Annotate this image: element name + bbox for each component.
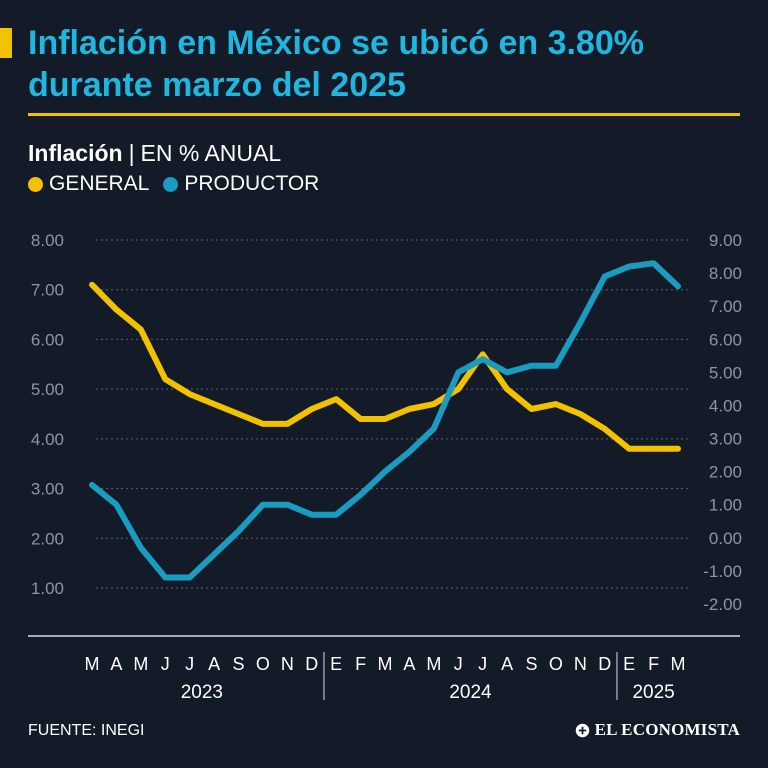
chart-subtitle: Inflación | EN % ANUAL <box>28 139 281 167</box>
logo-mark-icon <box>575 723 589 737</box>
x-year-label: 2023 <box>181 682 223 703</box>
x-year-label: 2024 <box>449 682 492 703</box>
y-right-tick-label: 0.00 <box>709 529 742 548</box>
subtitle-label: Inflación <box>28 140 123 166</box>
logo-text: EL ECONOMISTA <box>594 720 740 739</box>
x-year-label: 2025 <box>632 682 674 703</box>
x-month-label: O <box>256 654 270 674</box>
x-month-label: S <box>232 654 244 674</box>
title-accent-bar <box>0 28 12 58</box>
x-month-label: J <box>161 654 170 674</box>
x-month-label: A <box>501 654 513 674</box>
x-month-label: N <box>574 654 587 674</box>
subtitle-unit: EN % ANUAL <box>140 140 282 166</box>
subtitle-separator: | <box>128 140 135 166</box>
legend-label-productor: PRODUCTOR <box>184 172 320 195</box>
x-month-label: J <box>478 654 487 674</box>
y-left-tick-label: 4.00 <box>31 430 64 449</box>
y-right-tick-label: -1.00 <box>703 562 742 581</box>
x-month-label: D <box>598 654 611 674</box>
series-line-general <box>89 281 681 452</box>
legend-item-productor: PRODUCTOR <box>163 171 319 197</box>
y-right-tick-label: 5.00 <box>709 363 742 382</box>
x-month-label: M <box>133 654 148 674</box>
y-right-tick-label: 7.00 <box>709 297 742 316</box>
x-month-label: J <box>454 654 463 674</box>
x-month-label: J <box>185 654 194 674</box>
y-right-tick-label: 8.00 <box>709 264 742 283</box>
y-left-tick-label: 8.00 <box>31 231 64 250</box>
x-month-label: A <box>110 654 122 674</box>
legend-dot-general <box>28 176 43 192</box>
y-left-tick-label: 5.00 <box>31 380 64 399</box>
x-month-label: M <box>426 654 441 674</box>
y-right-tick-label: 6.00 <box>709 330 742 349</box>
y-right-tick-label: 9.00 <box>709 231 742 250</box>
x-month-label: O <box>549 654 563 674</box>
x-month-label: M <box>85 654 100 674</box>
legend-label-general: GENERAL <box>49 172 150 195</box>
x-month-label: E <box>623 654 635 674</box>
series-line-productor <box>89 260 681 581</box>
y-left-tick-label: 2.00 <box>31 529 64 548</box>
y-right-tick-label: -2.00 <box>703 595 742 614</box>
publisher-logo: EL ECONOMISTA <box>575 720 740 740</box>
y-left-tick-label: 6.00 <box>31 330 64 349</box>
y-left-tick-label: 3.00 <box>31 480 64 499</box>
legend-dot-productor <box>163 176 179 192</box>
x-month-label: D <box>305 654 318 674</box>
title-divider <box>28 113 740 116</box>
page-title: Inflación en México se ubicó en 3.80% du… <box>28 24 644 104</box>
x-month-label: A <box>208 654 220 674</box>
y-right-tick-label: 4.00 <box>709 396 742 415</box>
y-left-tick-label: 1.00 <box>31 579 64 598</box>
x-month-label: N <box>281 654 294 674</box>
x-month-label: M <box>378 654 393 674</box>
x-month-label: M <box>671 654 686 674</box>
y-right-tick-label: 1.00 <box>709 496 742 515</box>
chart-legend: GENERAL PRODUCTOR <box>28 171 333 197</box>
y-left-tick-label: 7.00 <box>31 281 64 300</box>
x-month-label: F <box>648 654 659 674</box>
y-right-tick-label: 3.00 <box>709 430 742 449</box>
x-month-label: E <box>330 654 342 674</box>
y-right-tick-label: 2.00 <box>709 463 742 482</box>
x-month-label: S <box>525 654 537 674</box>
source-note: FUENTE: INEGI <box>28 722 145 739</box>
x-month-label: A <box>403 654 415 674</box>
legend-item-general: GENERAL <box>28 171 149 197</box>
x-month-label: F <box>355 654 366 674</box>
